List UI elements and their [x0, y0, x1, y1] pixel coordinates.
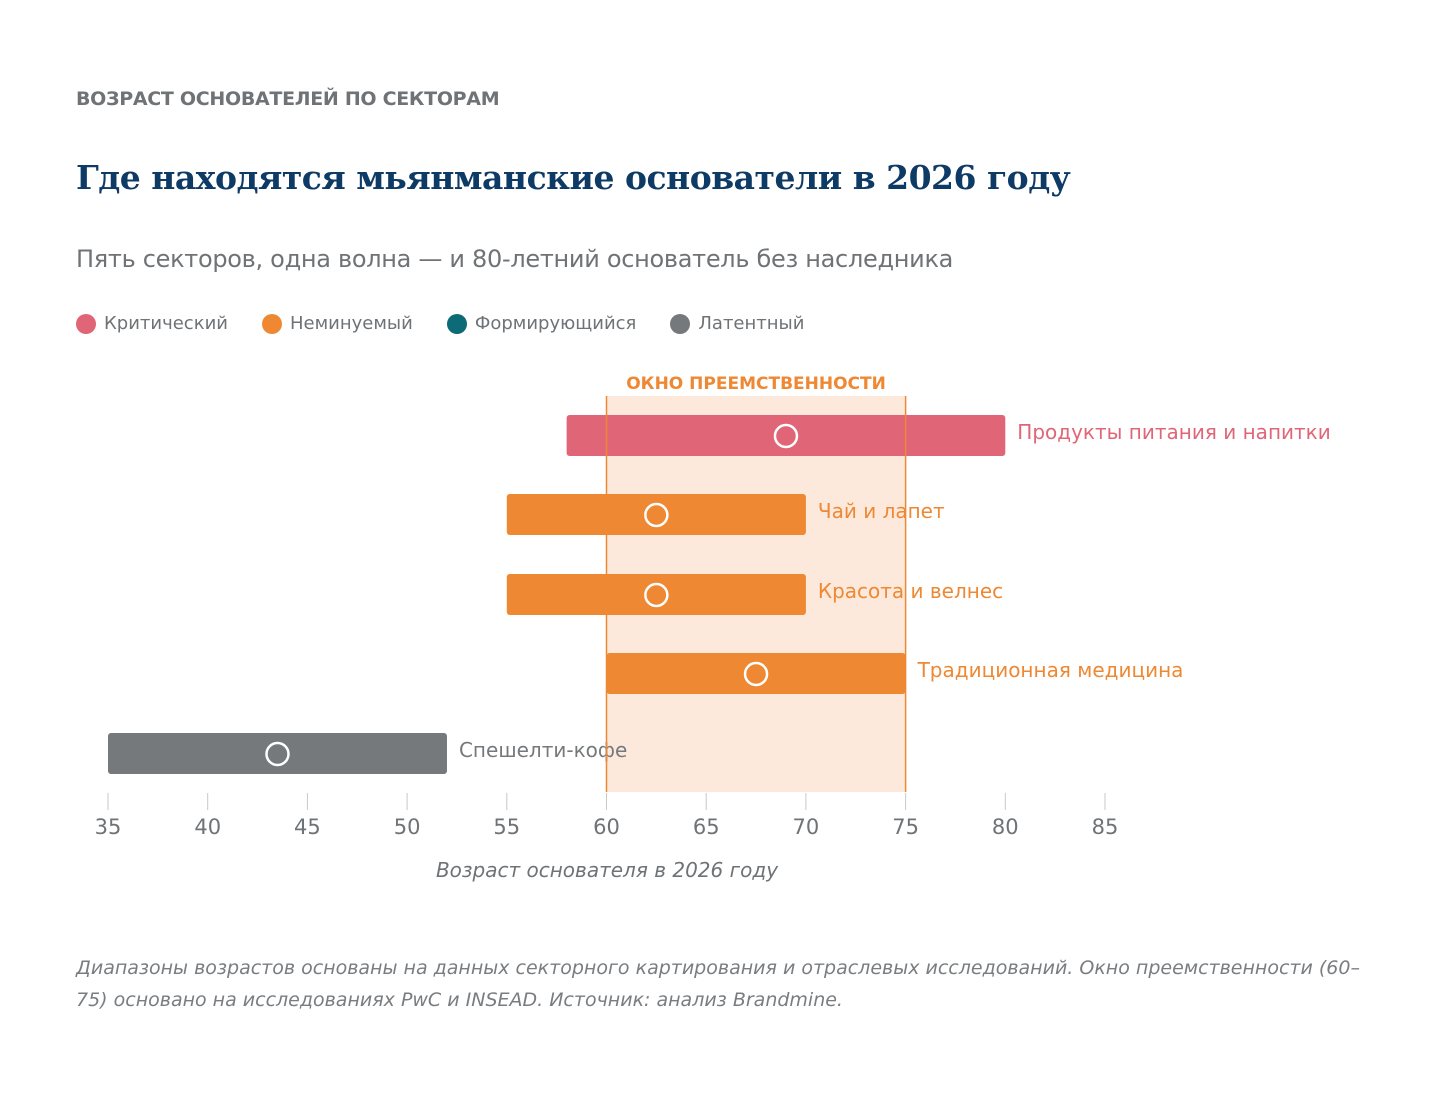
range-bar: [506, 494, 806, 535]
legend-label: Неминуемый: [289, 313, 413, 334]
x-tick-label: 40: [194, 815, 221, 839]
x-tick-label: 75: [892, 815, 919, 839]
chart-subtitle: Пять секторов, одна волна — и 80-летний …: [76, 245, 954, 273]
median-marker: [644, 582, 669, 608]
legend-dot-icon: [446, 313, 467, 334]
x-tick-label: 70: [793, 815, 820, 839]
x-tick-label: 45: [294, 815, 321, 839]
x-tick-label: 35: [95, 815, 122, 839]
x-tick-label: 85: [1092, 815, 1119, 839]
x-tick-label: 55: [493, 815, 520, 839]
range-bar: [566, 415, 1006, 456]
legend-dot-icon: [76, 313, 96, 334]
range-bar: [606, 653, 906, 694]
legend-label: Формирующийся: [474, 313, 637, 334]
legend-item: Неминуемый: [261, 313, 413, 334]
x-tick-label: 80: [992, 815, 1019, 839]
median-marker: [644, 502, 669, 528]
legend-item: Критический: [76, 313, 228, 334]
range-bar: [108, 733, 447, 774]
legend-dot-icon: [261, 313, 282, 334]
x-tick-label: 50: [394, 815, 421, 839]
bar-label: Продукты питания и напитки: [1017, 420, 1330, 444]
bar-label: Спешелти-кофе: [459, 738, 627, 762]
x-tick-label: 65: [693, 815, 720, 839]
bar-label: Традиционная медицина: [917, 658, 1184, 682]
median-marker: [773, 423, 799, 449]
legend-item: Формирующийся: [446, 313, 637, 334]
kicker: ВОЗРАСТ ОСНОВАТЕЛЕЙ ПО СЕКТОРАМ: [76, 88, 500, 110]
legend-label: Критический: [104, 313, 228, 334]
bar-label: Чай и лапет: [818, 499, 945, 523]
bar-label: Красота и велнес: [818, 579, 1003, 603]
footnote: Диапазоны возрастов основаны на данных с…: [76, 957, 1360, 1011]
range-bar: [506, 574, 806, 615]
window-label: ОКНО ПРЕЕМСТВЕННОСТИ: [626, 374, 886, 394]
median-marker: [265, 741, 290, 767]
median-marker: [743, 661, 769, 687]
legend-dot-icon: [670, 313, 691, 334]
legend-item: Латентный: [670, 313, 804, 334]
x-axis-label: Возраст основателя в 2026 году: [436, 858, 779, 882]
legend: Критический Неминуемый Формирующийся Лат…: [76, 313, 804, 334]
x-tick-label: 60: [593, 815, 620, 839]
legend-label: Латентный: [698, 313, 805, 334]
chart-title: Где находятся мьянманские основатели в 2…: [76, 158, 1071, 197]
